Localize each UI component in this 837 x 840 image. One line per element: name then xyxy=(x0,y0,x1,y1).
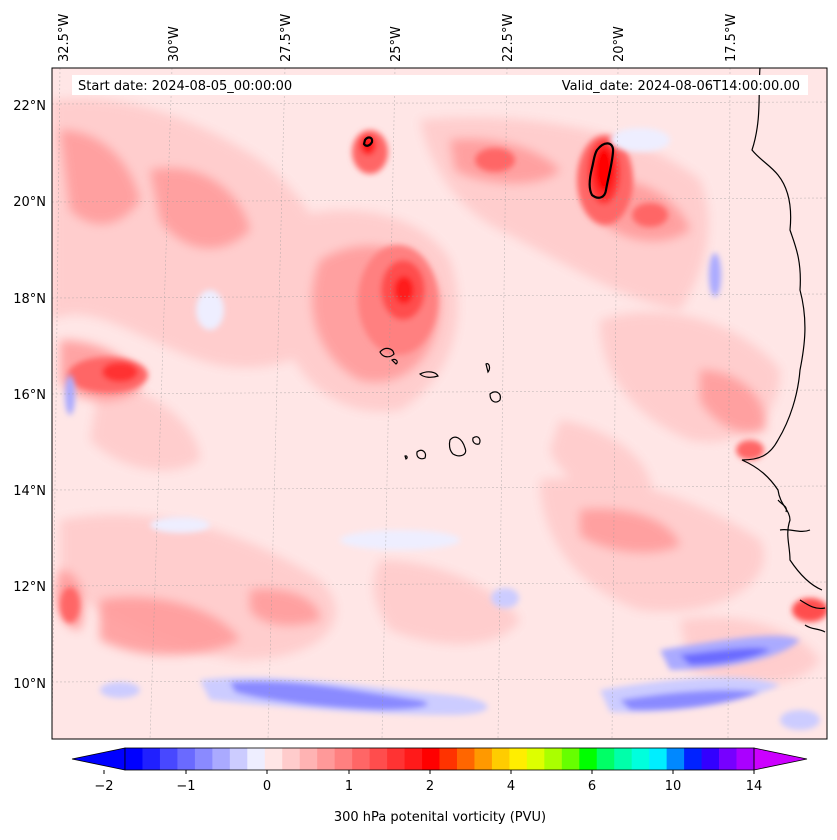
lat-label: 12°N xyxy=(13,580,46,595)
lat-label: 10°N xyxy=(13,677,46,692)
map-frame xyxy=(51,67,828,740)
pv-field xyxy=(52,68,827,739)
colorbar-bin xyxy=(456,748,475,770)
colorbar-bin xyxy=(579,748,598,770)
colorbar-bin xyxy=(544,748,563,770)
colorbar-bin xyxy=(369,748,388,770)
colorbar-tick-label: 14 xyxy=(746,779,763,794)
colorbar-bin xyxy=(701,748,720,770)
lon-label: 20°W xyxy=(612,26,627,62)
valid-date-label: Valid_date: 2024-08-06T14:00:00.00 xyxy=(562,79,800,94)
colorbar-bin xyxy=(125,748,143,770)
colorbar-bin xyxy=(474,748,493,770)
colorbar-frame xyxy=(124,747,755,771)
lon-label: 32.5°W xyxy=(57,14,72,62)
colorbar-tick-label: −2 xyxy=(94,779,113,794)
date-banner xyxy=(72,75,808,95)
pv-2-contour xyxy=(362,136,615,199)
lat-label: 20°N xyxy=(13,195,46,210)
lon-label: 17.5°W xyxy=(724,14,739,62)
colorbar-tick-label: 2 xyxy=(426,779,434,794)
lat-label: 18°N xyxy=(13,292,46,307)
colorbar-bin xyxy=(509,748,528,770)
start-date-label: Start date: 2024-08-05_00:00:00 xyxy=(78,79,292,94)
colorbar-bin xyxy=(159,748,178,770)
colorbar-bin xyxy=(229,748,248,770)
colorbar-bin xyxy=(422,748,440,770)
lon-label: 25°W xyxy=(389,26,404,62)
colorbar-tick-label: −1 xyxy=(176,779,195,794)
colorbar-tick-label: 10 xyxy=(665,779,682,794)
colorbar-bin xyxy=(491,748,510,770)
colorbar-bin xyxy=(387,748,405,770)
colorbar-tick-label: 4 xyxy=(507,779,515,794)
latitude-labels: 22°N 20°N 18°N 16°N 14°N 12°N 10°N xyxy=(13,99,46,692)
longitude-labels: 32.5°W 30°W 27.5°W 25°W 22.5°W 20°W 17.5… xyxy=(57,14,739,62)
colorbar-extend-low xyxy=(71,747,126,771)
colorbar-bin xyxy=(649,748,668,770)
colorbar-bin xyxy=(614,748,633,770)
colorbar: −2 −1 0 1 2 4 6 10 14 300 hPa potenital … xyxy=(71,747,808,825)
colorbar-bin xyxy=(177,748,196,770)
colorbar-bin xyxy=(142,748,161,770)
colorbar-bins xyxy=(125,748,755,770)
graticule xyxy=(52,68,827,739)
colorbar-bin xyxy=(194,748,213,770)
colorbar-tick-label: 6 xyxy=(588,779,596,794)
colorbar-bin xyxy=(334,748,353,770)
colorbar-bin xyxy=(719,748,737,770)
colorbar-bin xyxy=(404,748,423,770)
coastline xyxy=(379,68,826,633)
colorbar-bin xyxy=(282,748,301,770)
colorbar-bin xyxy=(596,748,615,770)
colorbar-bin xyxy=(666,748,685,770)
colorbar-bin xyxy=(352,748,371,770)
colorbar-ticks: −2 −1 0 1 2 4 6 10 14 xyxy=(94,770,762,794)
colorbar-bin xyxy=(247,748,266,770)
lat-label: 22°N xyxy=(13,99,46,114)
colorbar-tick-label: 1 xyxy=(345,779,353,794)
colorbar-bin xyxy=(264,748,283,770)
colorbar-bin xyxy=(526,748,545,770)
colorbar-label: 300 hPa potenital vorticity (PVU) xyxy=(334,810,546,825)
colorbar-extend-high xyxy=(753,747,808,771)
colorbar-bin xyxy=(736,748,755,770)
colorbar-bin xyxy=(299,748,318,770)
lon-label: 22.5°W xyxy=(501,14,516,62)
colorbar-tick-label: 0 xyxy=(263,779,271,794)
colorbar-bin xyxy=(212,748,231,770)
lon-label: 30°W xyxy=(167,26,182,62)
colorbar-bin xyxy=(684,748,702,770)
lat-label: 16°N xyxy=(13,388,46,403)
lon-label: 27.5°W xyxy=(279,14,294,62)
colorbar-bin xyxy=(561,748,580,770)
colorbar-bin xyxy=(439,748,458,770)
colorbar-bin xyxy=(317,748,336,770)
colorbar-bin xyxy=(631,748,650,770)
lat-label: 14°N xyxy=(13,484,46,499)
